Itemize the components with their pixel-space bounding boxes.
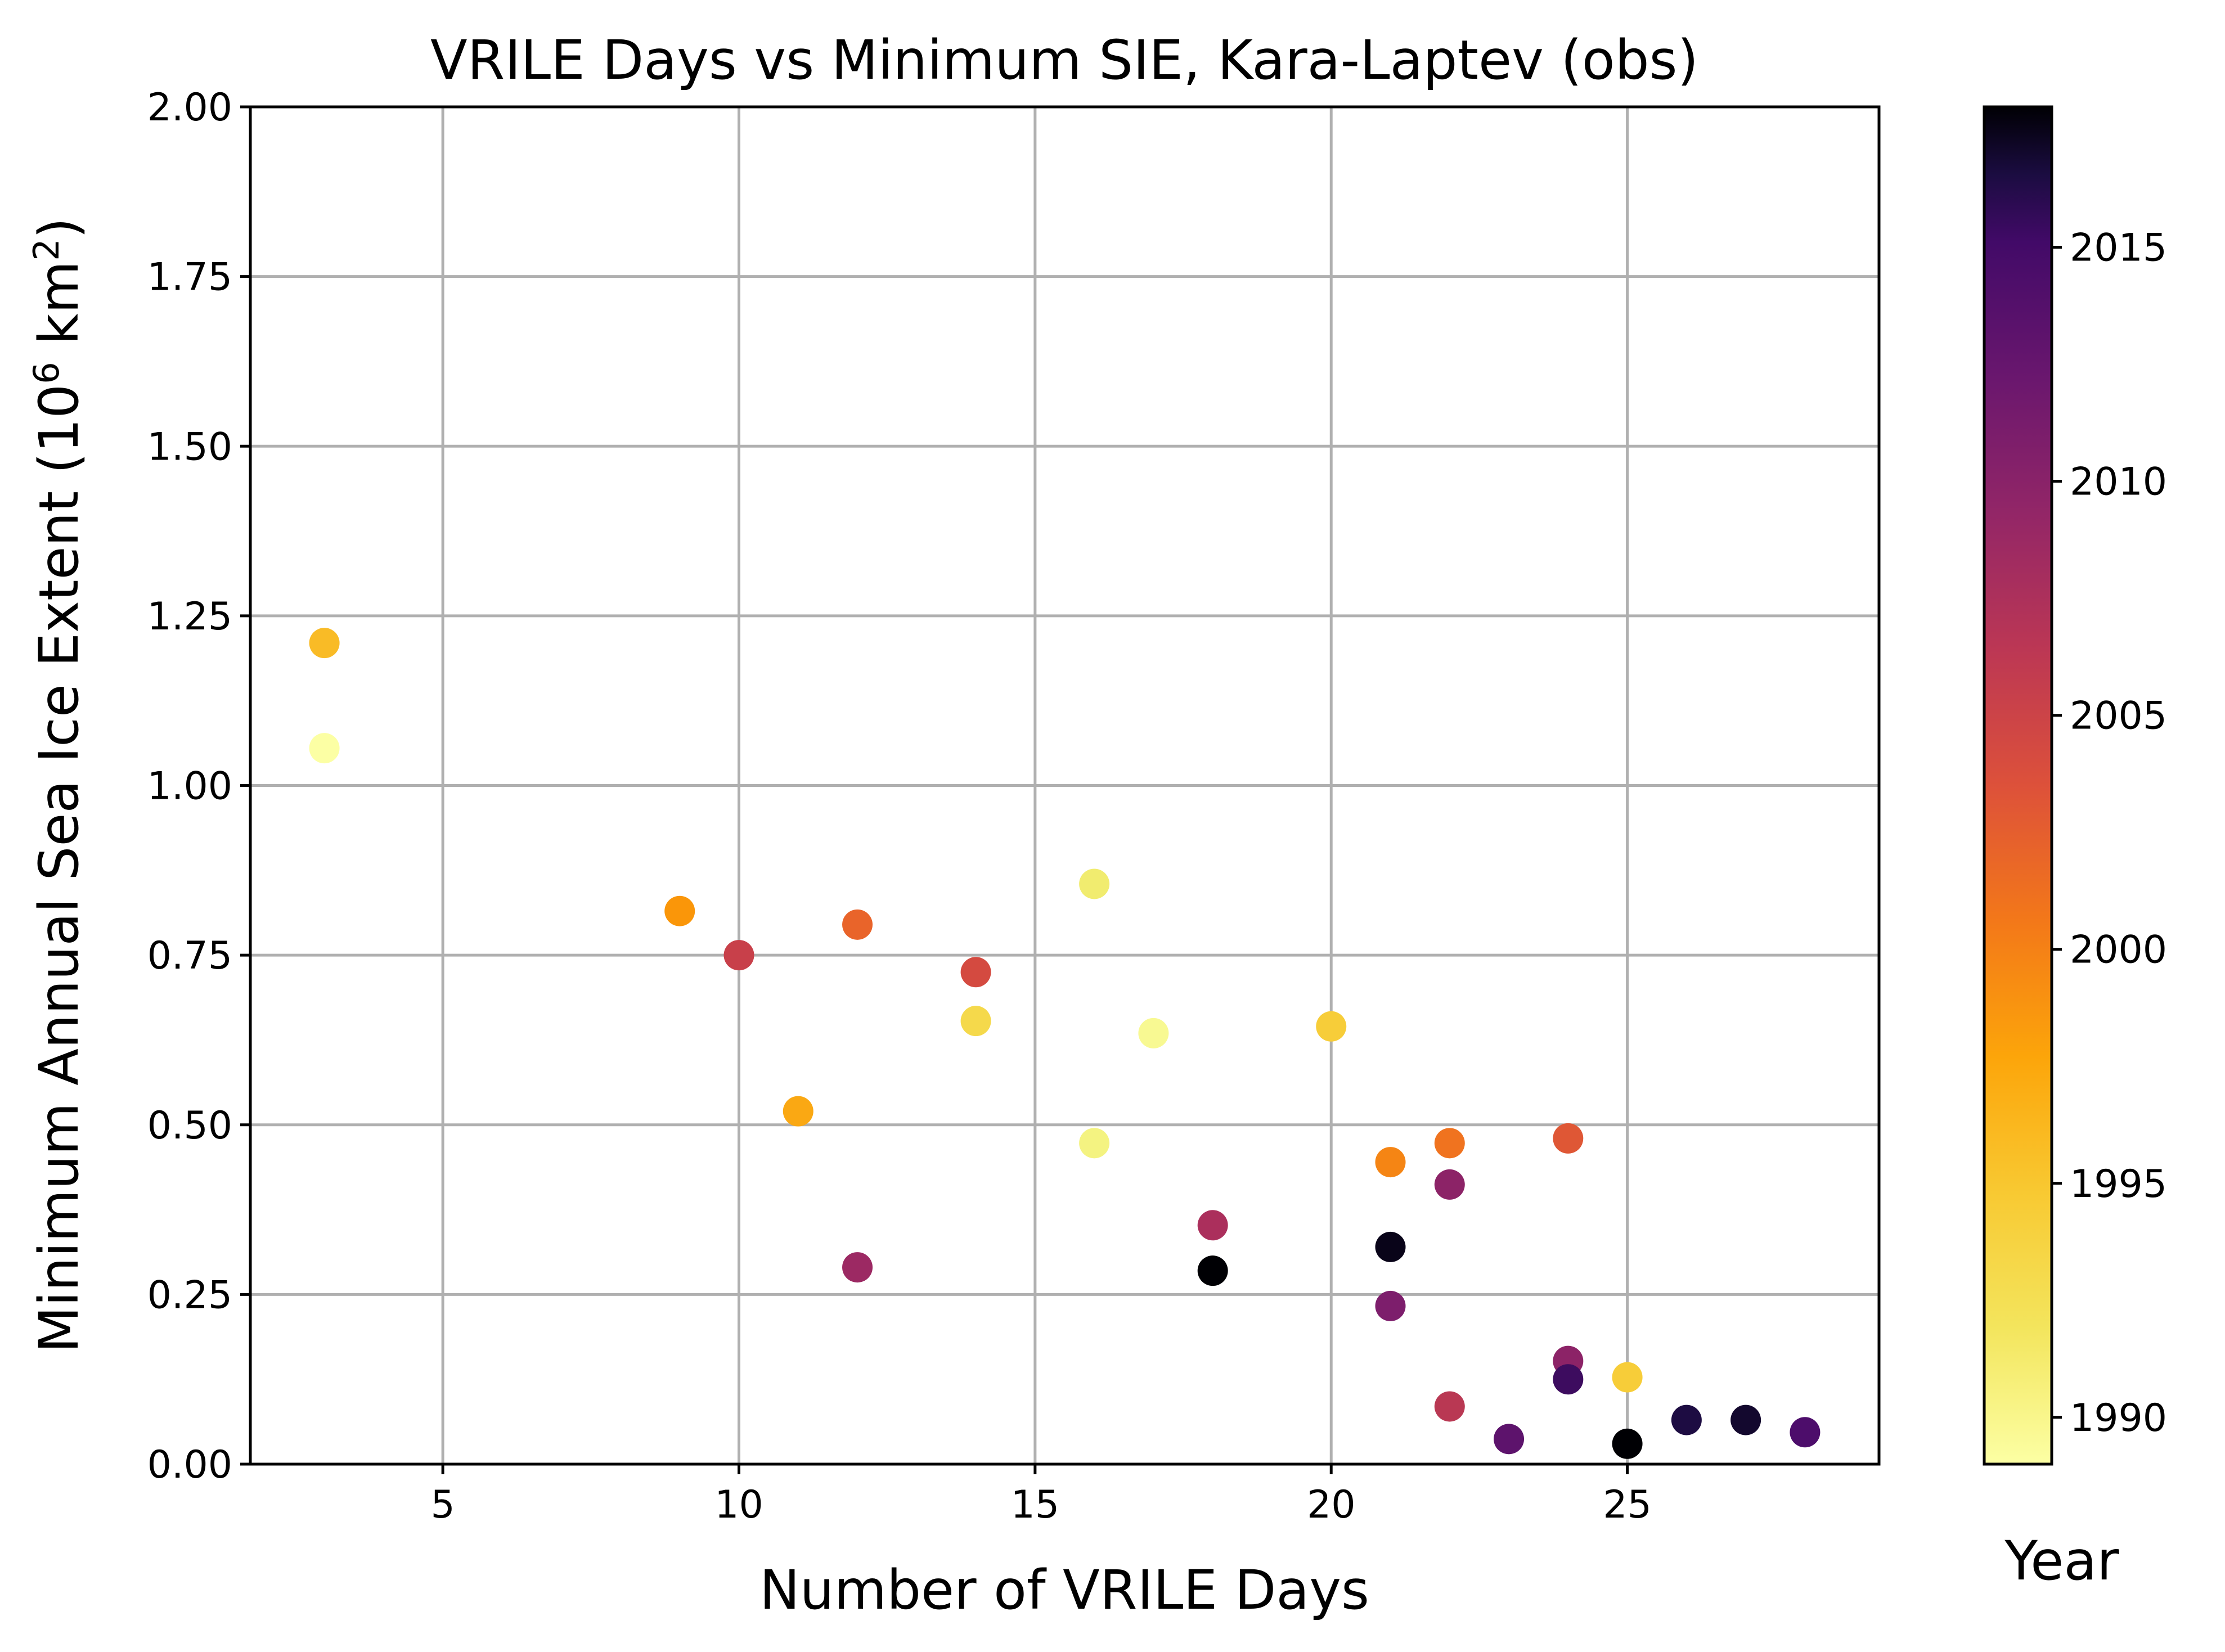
colorbar-tick-label: 1995: [2070, 1162, 2167, 1207]
colorbar-tick-label: 2000: [2070, 928, 2167, 973]
data-point: [1079, 868, 1110, 899]
y-tick-label: 1.00: [147, 764, 232, 809]
colorbar-tick-label: 2010: [2070, 460, 2167, 505]
y-axis-label: Minimum Annual Sea Ice Extent (106 km2): [26, 218, 91, 1353]
y-tick-label: 1.75: [147, 255, 232, 300]
y-tick-label: 0.00: [147, 1443, 232, 1487]
data-point: [1197, 1210, 1228, 1241]
data-point: [1494, 1424, 1525, 1455]
data-point: [1375, 1290, 1406, 1321]
x-axis-label: Number of VRILE Days: [759, 1559, 1369, 1622]
colorbar-tick-label: 2005: [2070, 694, 2167, 739]
x-tick-label: 25: [1603, 1483, 1652, 1527]
colorbar-tick-label: 2015: [2070, 226, 2167, 271]
data-point: [842, 909, 873, 940]
colorbar-label: Year: [2004, 1529, 2119, 1592]
data-point: [1553, 1364, 1584, 1395]
y-axis-ticks: 0.00 0.25 0.50 0.75 1.00 1.25 1.50 1.75 2.00: [147, 85, 250, 1487]
y-tick-label: 1.25: [147, 595, 232, 639]
data-point: [723, 940, 754, 971]
y-tick-label: 0.50: [147, 1104, 232, 1148]
data-point: [1197, 1255, 1228, 1286]
y-tick-label: 0.25: [147, 1273, 232, 1317]
data-point: [1671, 1405, 1702, 1435]
data-point: [1138, 1018, 1169, 1048]
grid: [250, 105, 1879, 1466]
data-point: [1434, 1128, 1465, 1159]
x-tick-label: 10: [714, 1483, 763, 1527]
data-point: [960, 1006, 991, 1037]
colorbar-gradient: [1983, 105, 2053, 1466]
data-point: [1790, 1417, 1821, 1448]
colorbar-tick-label: 1990: [2070, 1396, 2167, 1441]
data-point: [1316, 1011, 1347, 1042]
x-tick-label: 5: [431, 1483, 455, 1527]
data-point: [842, 1252, 873, 1283]
y-tick-label: 1.50: [147, 425, 232, 469]
data-point: [1553, 1123, 1584, 1154]
data-point: [783, 1096, 813, 1127]
data-point: [664, 895, 695, 926]
data-point: [1079, 1128, 1110, 1159]
data-point: [1375, 1147, 1406, 1178]
data-point: [309, 733, 340, 764]
data-point: [1612, 1428, 1643, 1459]
data-point: [1730, 1405, 1761, 1435]
chart-title: VRILE Days vs Minimum SIE, Kara-Laptev (…: [430, 29, 1698, 92]
x-tick-label: 15: [1011, 1483, 1060, 1527]
data-point: [1375, 1231, 1406, 1262]
colorbar-ticks: 1990 1995 2000 2005 2010 2015: [2052, 226, 2167, 1441]
data-points: [309, 628, 1821, 1459]
data-point: [960, 957, 991, 988]
y-tick-label: 2.00: [147, 85, 232, 130]
data-point: [1434, 1391, 1465, 1422]
x-axis-ticks: 5 10 15 20 25: [431, 1464, 1652, 1527]
colorbar: 1990 1995 2000 2005 2010 2015 Year: [1983, 105, 2167, 1592]
data-point: [1612, 1362, 1643, 1393]
data-point: [1434, 1169, 1465, 1200]
y-tick-label: 0.75: [147, 934, 232, 978]
x-tick-label: 20: [1307, 1483, 1356, 1527]
data-point: [309, 628, 340, 659]
